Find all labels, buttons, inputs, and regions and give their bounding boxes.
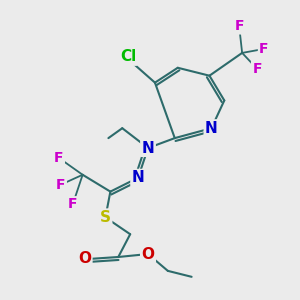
Text: F: F (259, 42, 269, 56)
Text: N: N (142, 140, 154, 155)
Text: F: F (234, 19, 244, 33)
Text: F: F (56, 178, 66, 192)
Text: F: F (68, 197, 77, 212)
Text: F: F (252, 62, 262, 76)
Text: F: F (54, 151, 64, 165)
Text: Cl: Cl (120, 50, 136, 64)
Text: S: S (100, 210, 111, 225)
Text: O: O (78, 251, 91, 266)
Text: N: N (132, 170, 145, 185)
Text: N: N (205, 121, 218, 136)
Text: O: O (142, 247, 154, 262)
